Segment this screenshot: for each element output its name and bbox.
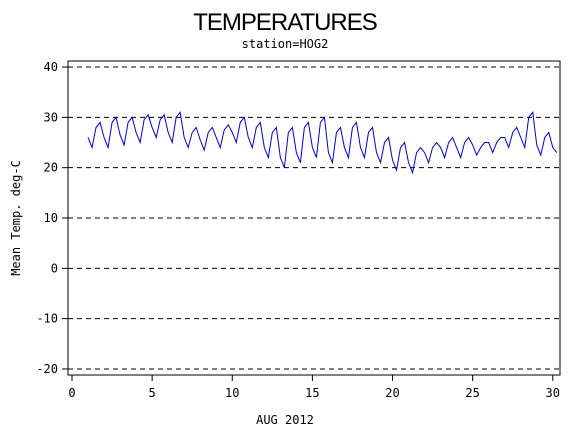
x-tick-label: 30 (546, 386, 560, 400)
series-line (87, 111, 558, 175)
y-tick-label: 20 (44, 161, 58, 175)
y-axis-label: Mean Temp. deg-C (9, 160, 23, 276)
chart-title: TEMPERATURES (193, 9, 377, 36)
x-tick-label: 15 (305, 386, 319, 400)
x-axis-label: AUG 2012 (256, 413, 314, 427)
x-tick-label: 20 (385, 386, 399, 400)
y-tick-label: -10 (36, 312, 58, 326)
x-tick-label: 5 (149, 386, 156, 400)
y-tick-label: 0 (51, 261, 58, 275)
x-tick-label: 0 (68, 386, 75, 400)
y-tick-label: 10 (44, 211, 58, 225)
x-tick-label: 10 (225, 386, 239, 400)
y-tick-label: 40 (44, 60, 58, 74)
y-tick-label: 30 (44, 110, 58, 124)
y-tick-label: -20 (36, 362, 58, 376)
x-tick-label: 25 (465, 386, 479, 400)
chart-subtitle: station=HOG2 (242, 37, 329, 51)
